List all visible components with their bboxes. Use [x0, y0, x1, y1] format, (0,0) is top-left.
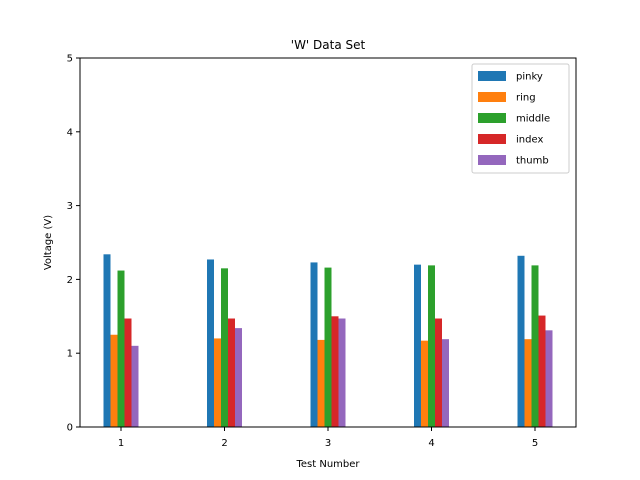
legend: pinky ring middle index thumb — [471, 63, 570, 174]
x-axis-title: Test Number — [295, 459, 360, 470]
legend-swatch-index — [478, 134, 506, 144]
legend-swatch-thumb — [478, 155, 506, 165]
bar-index-2 — [228, 318, 235, 427]
bar-middle-5 — [531, 265, 539, 427]
y-axis: 0 1 2 3 4 5 — [67, 54, 80, 434]
bar-pinky-4 — [414, 264, 421, 427]
x-axis: 1 2 3 4 5 — [118, 427, 538, 449]
bar-ring-4 — [421, 340, 428, 427]
legend-swatch-ring — [478, 92, 506, 102]
bar-middle-2 — [221, 268, 228, 427]
y-tick-label: 2 — [67, 275, 73, 286]
bar-index-4 — [435, 318, 442, 427]
bar-ring-5 — [524, 339, 532, 427]
bar-index-3 — [331, 316, 339, 427]
bar-ring-2 — [214, 338, 221, 427]
x-tick-label: 3 — [325, 438, 331, 449]
bar-thumb-3 — [338, 318, 346, 427]
legend-swatch-middle — [478, 113, 506, 123]
bar-pinky-3 — [310, 262, 318, 427]
legend-label-middle: middle — [516, 114, 550, 125]
bar-ring-1 — [110, 334, 118, 427]
bars-layer — [103, 254, 553, 427]
bar-middle-4 — [428, 265, 435, 427]
y-tick-label: 1 — [67, 349, 73, 360]
bar-thumb-2 — [235, 328, 242, 427]
bar-pinky-5 — [517, 255, 525, 427]
legend-label-pinky: pinky — [516, 72, 543, 83]
x-tick-label: 5 — [532, 438, 538, 449]
x-tick-label: 1 — [118, 438, 124, 449]
bar-pinky-1 — [103, 254, 111, 427]
legend-swatch-pinky — [478, 71, 506, 81]
bar-thumb-1 — [131, 345, 139, 427]
legend-label-ring: ring — [516, 93, 536, 104]
y-axis-title: Voltage (V) — [43, 215, 54, 270]
chart-title: 'W' Data Set — [291, 38, 366, 52]
y-tick-label: 0 — [67, 423, 73, 434]
bar-index-5 — [538, 315, 546, 427]
bar-thumb-5 — [545, 330, 553, 427]
bar-index-1 — [124, 318, 132, 427]
y-tick-label: 4 — [67, 127, 73, 138]
bar-ring-3 — [317, 339, 325, 427]
legend-label-index: index — [516, 135, 543, 146]
y-tick-label: 3 — [67, 201, 73, 212]
x-tick-label: 4 — [428, 438, 434, 449]
bar-pinky-2 — [207, 259, 214, 427]
x-tick-label: 2 — [221, 438, 227, 449]
legend-box — [471, 63, 570, 174]
legend-label-thumb: thumb — [516, 156, 549, 167]
y-tick-label: 5 — [67, 54, 73, 65]
bar-middle-3 — [324, 267, 332, 427]
bar-thumb-4 — [442, 339, 449, 427]
bar-middle-1 — [117, 270, 125, 427]
